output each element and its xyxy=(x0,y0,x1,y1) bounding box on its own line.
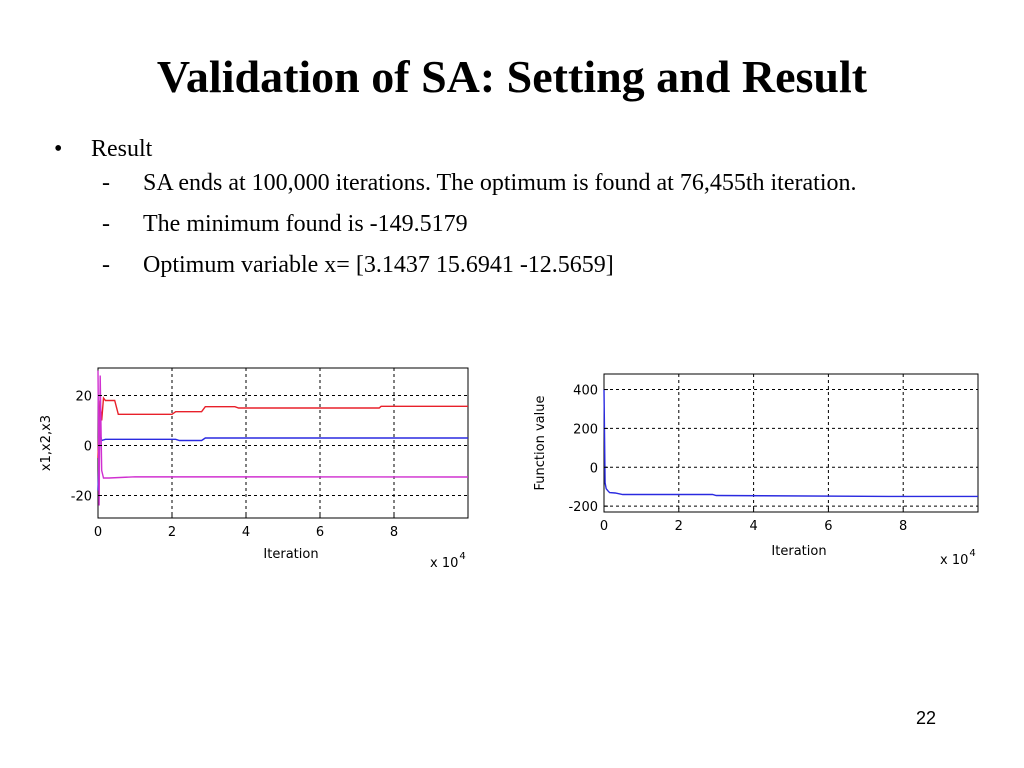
sub-bullet-text: Optimum variable x= [3.1437 15.6941 -12.… xyxy=(143,252,614,278)
x-axis-label: Iteration xyxy=(771,544,826,559)
sub-bullet-marker: - xyxy=(102,170,110,196)
x-axis-multiplier: x 10 xyxy=(430,556,458,571)
sub-bullet-text: The minimum found is -149.5179 xyxy=(143,211,468,237)
y-axis-label: Function value xyxy=(533,396,548,491)
y-tick-label: 20 xyxy=(75,390,92,405)
x-axis-multiplier-exponent: 4 xyxy=(969,548,975,559)
x-tick-label: 0 xyxy=(94,525,102,540)
bullet-text: Result xyxy=(91,136,153,162)
x-tick-label: 2 xyxy=(168,525,176,540)
x-axis-multiplier-exponent: 4 xyxy=(459,551,465,562)
x-tick-label: 0 xyxy=(600,519,608,534)
sub-bullet-text: SA ends at 100,000 iterations. The optim… xyxy=(143,170,857,196)
plot-area xyxy=(603,373,979,513)
chart-variables: 0 2 4 6 8 -20 0 20 Iteration x1,x2,x3 x 10 4 xyxy=(39,362,480,577)
y-axis-label: x1,x2,x3 xyxy=(39,415,54,471)
slide-title: Validation of SA: Setting and Result xyxy=(156,51,868,102)
x-tick-label: 8 xyxy=(390,525,398,540)
chart-function-value: 0 2 4 6 8 -200 0 200 400 Iteration Function value x… xyxy=(530,368,990,573)
x-tick-label: 2 xyxy=(675,519,683,534)
sub-bullet-marker: - xyxy=(102,252,110,278)
sub-bullet-marker: - xyxy=(102,211,110,237)
x-tick-label: 6 xyxy=(316,525,324,540)
y-tick-label: 0 xyxy=(84,440,92,455)
y-tick-label: -20 xyxy=(71,490,92,505)
x-tick-label: 8 xyxy=(899,519,907,534)
y-tick-label: 400 xyxy=(573,384,598,399)
x-tick-label: 4 xyxy=(749,519,757,534)
bullet-marker: • xyxy=(54,136,63,162)
y-tick-label: 200 xyxy=(573,422,598,437)
page-number: 22 xyxy=(915,708,936,728)
x-axis-label: Iteration xyxy=(263,547,318,562)
series-line-3 xyxy=(97,370,469,506)
x-tick-label: 4 xyxy=(242,525,250,540)
series-line-1 xyxy=(603,389,978,498)
x-axis-multiplier: x 10 xyxy=(940,553,968,568)
plot-area xyxy=(97,367,469,519)
series-line-1 xyxy=(97,396,468,459)
y-tick-label: 0 xyxy=(590,461,598,476)
x-tick-label: 6 xyxy=(824,519,832,534)
y-tick-label: -200 xyxy=(568,500,598,515)
